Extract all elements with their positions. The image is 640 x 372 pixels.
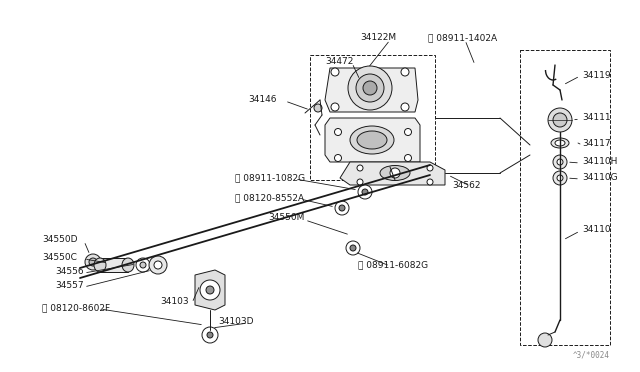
Text: 34119: 34119 — [582, 71, 611, 80]
Circle shape — [401, 68, 409, 76]
Ellipse shape — [122, 258, 134, 272]
Circle shape — [557, 159, 563, 165]
Circle shape — [339, 205, 345, 211]
Circle shape — [335, 128, 342, 135]
Ellipse shape — [357, 131, 387, 149]
Circle shape — [404, 128, 412, 135]
Ellipse shape — [94, 258, 106, 272]
Ellipse shape — [380, 166, 410, 180]
Text: 34110H: 34110H — [582, 157, 618, 167]
Text: Ⓑ 08120-8552A: Ⓑ 08120-8552A — [235, 193, 304, 202]
Text: 34111: 34111 — [582, 113, 611, 122]
Circle shape — [346, 241, 360, 255]
Circle shape — [335, 201, 349, 215]
Circle shape — [200, 280, 220, 300]
Text: 34550M: 34550M — [268, 214, 305, 222]
Polygon shape — [100, 258, 128, 272]
Circle shape — [335, 154, 342, 161]
Circle shape — [154, 261, 162, 269]
Text: ^3/*0024: ^3/*0024 — [573, 351, 610, 360]
Text: 34117: 34117 — [582, 138, 611, 148]
Text: 34110: 34110 — [582, 225, 611, 234]
Text: Ⓝ 08911-6082G: Ⓝ 08911-6082G — [358, 260, 428, 269]
Circle shape — [538, 333, 552, 347]
Text: 34103D: 34103D — [218, 317, 253, 327]
Circle shape — [553, 113, 567, 127]
Text: 34103: 34103 — [160, 298, 189, 307]
Text: Ⓝ 08911-1402A: Ⓝ 08911-1402A — [428, 33, 497, 42]
Circle shape — [548, 108, 572, 132]
Circle shape — [149, 256, 167, 274]
Polygon shape — [325, 118, 420, 162]
Text: 34557: 34557 — [55, 282, 84, 291]
Circle shape — [331, 68, 339, 76]
Circle shape — [348, 66, 392, 110]
Circle shape — [140, 262, 146, 268]
Text: 34472: 34472 — [325, 58, 353, 67]
Circle shape — [202, 327, 218, 343]
Circle shape — [401, 103, 409, 111]
Text: 34550C: 34550C — [42, 253, 77, 263]
Circle shape — [358, 185, 372, 199]
Ellipse shape — [350, 126, 394, 154]
Text: Ⓑ 08120-8602F: Ⓑ 08120-8602F — [42, 304, 110, 312]
Text: 34556: 34556 — [55, 267, 84, 276]
Text: Ⓝ 08911-1082G: Ⓝ 08911-1082G — [235, 173, 305, 183]
Circle shape — [553, 155, 567, 169]
Circle shape — [553, 171, 567, 185]
Text: 34550D: 34550D — [42, 235, 77, 244]
Text: 34146: 34146 — [248, 96, 276, 105]
Ellipse shape — [555, 140, 565, 146]
Bar — [520, 50, 610, 345]
Circle shape — [331, 103, 339, 111]
Circle shape — [206, 286, 214, 294]
Bar — [310, 55, 435, 180]
Circle shape — [350, 245, 356, 251]
Circle shape — [557, 175, 563, 181]
Text: 34122M: 34122M — [360, 33, 396, 42]
Circle shape — [427, 179, 433, 185]
Circle shape — [136, 258, 150, 272]
Circle shape — [89, 258, 97, 266]
Polygon shape — [195, 270, 225, 310]
Circle shape — [207, 332, 213, 338]
Circle shape — [427, 165, 433, 171]
Circle shape — [314, 104, 322, 112]
Ellipse shape — [551, 138, 569, 148]
Polygon shape — [325, 68, 418, 112]
Polygon shape — [340, 162, 445, 185]
Circle shape — [362, 189, 368, 195]
Circle shape — [357, 179, 363, 185]
Text: 34110G: 34110G — [582, 173, 618, 183]
Circle shape — [404, 154, 412, 161]
Circle shape — [357, 165, 363, 171]
Circle shape — [85, 254, 101, 270]
Text: 34562: 34562 — [452, 180, 481, 189]
Circle shape — [363, 81, 377, 95]
Circle shape — [390, 168, 400, 178]
Circle shape — [356, 74, 384, 102]
